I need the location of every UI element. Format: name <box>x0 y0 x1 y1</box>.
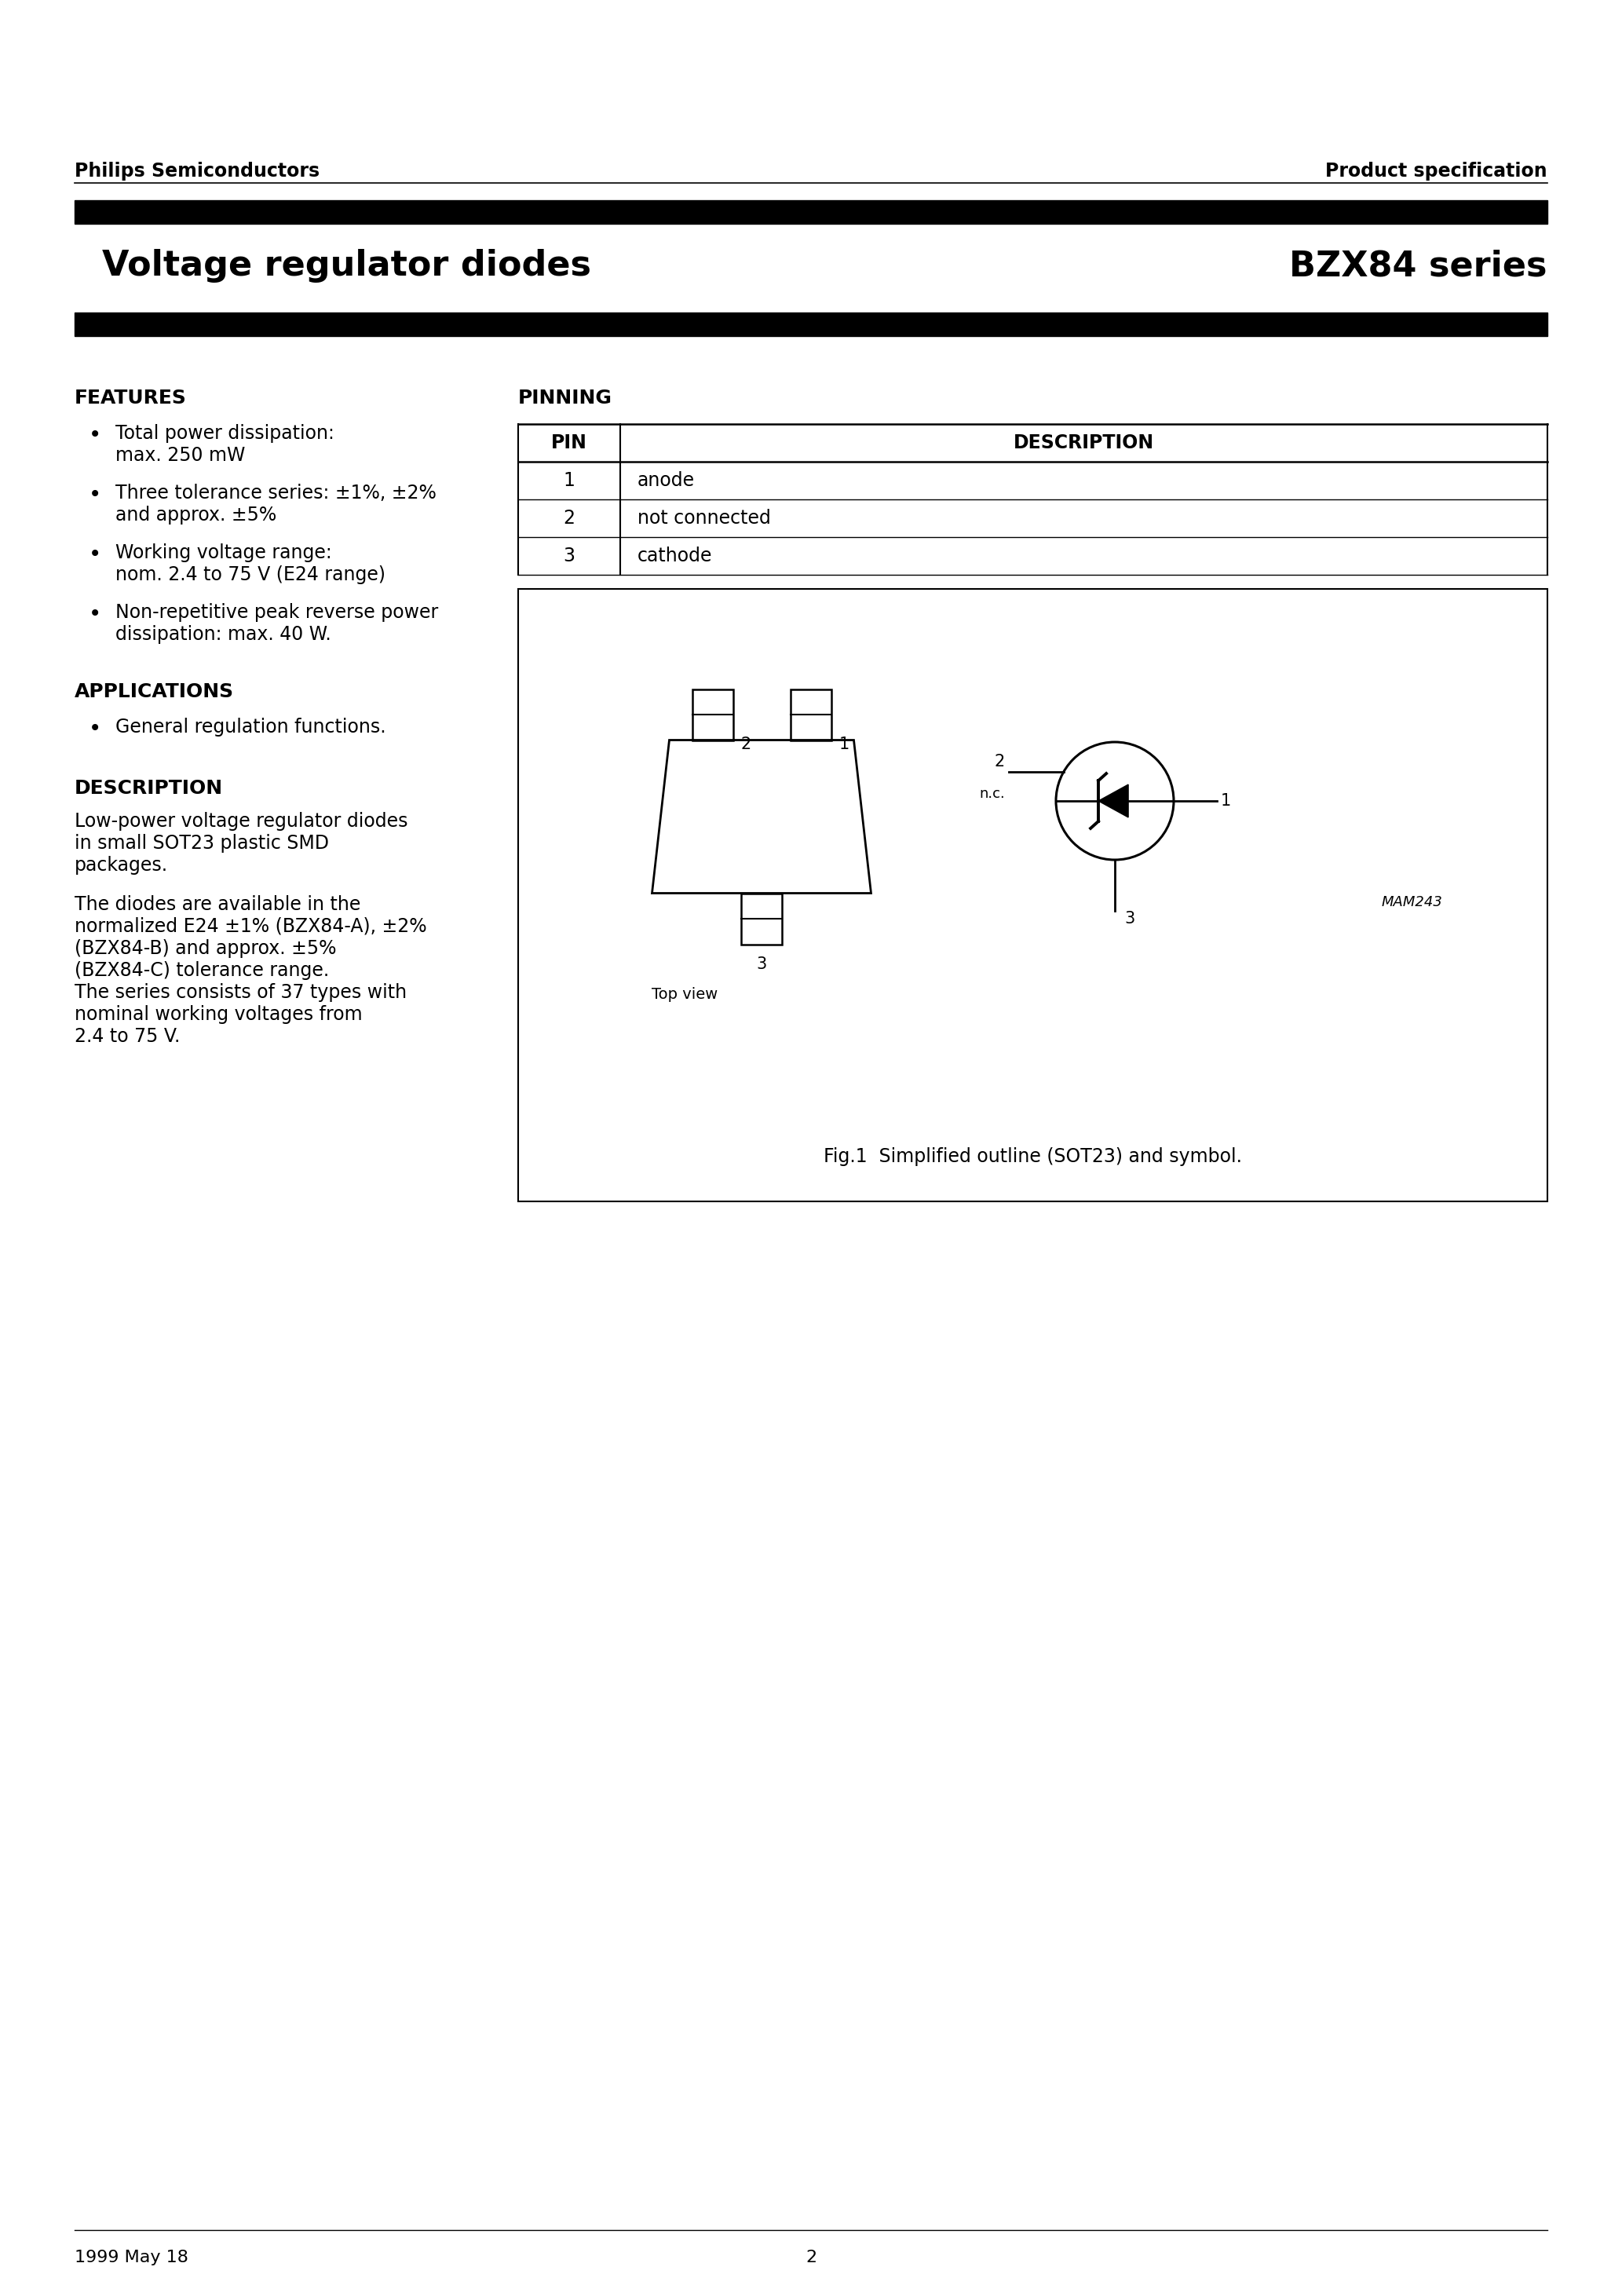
Text: The series consists of 37 types with: The series consists of 37 types with <box>75 983 407 1001</box>
Text: 1999 May 18: 1999 May 18 <box>75 2250 188 2266</box>
Bar <box>790 689 830 739</box>
Text: PINNING: PINNING <box>517 388 613 406</box>
Text: packages.: packages. <box>75 856 169 875</box>
Text: APPLICATIONS: APPLICATIONS <box>75 682 234 700</box>
Text: nom. 2.4 to 75 V (E24 range): nom. 2.4 to 75 V (E24 range) <box>115 565 386 583</box>
Text: and approx. ±5%: and approx. ±5% <box>115 505 276 523</box>
Text: 3: 3 <box>563 546 576 565</box>
Text: 1: 1 <box>1221 792 1231 808</box>
Text: FEATURES: FEATURES <box>75 388 187 406</box>
Text: nominal working voltages from: nominal working voltages from <box>75 1006 362 1024</box>
Text: Fig.1  Simplified outline (SOT23) and symbol.: Fig.1 Simplified outline (SOT23) and sym… <box>824 1148 1242 1166</box>
Text: cathode: cathode <box>637 546 712 565</box>
Text: •: • <box>89 544 102 565</box>
Text: •: • <box>89 604 102 625</box>
Text: not connected: not connected <box>637 510 770 528</box>
Text: Top view: Top view <box>652 987 719 1003</box>
Text: n.c.: n.c. <box>980 788 1006 801</box>
Bar <box>741 893 782 944</box>
Text: Philips Semiconductors: Philips Semiconductors <box>75 161 320 181</box>
Text: MAM243: MAM243 <box>1382 895 1444 909</box>
Bar <box>517 588 1547 1201</box>
Polygon shape <box>1098 785 1129 817</box>
Text: •: • <box>89 484 102 505</box>
Text: 3: 3 <box>1124 912 1135 928</box>
Text: Non-repetitive peak reverse power: Non-repetitive peak reverse power <box>115 604 438 622</box>
Text: 2: 2 <box>806 2250 816 2266</box>
Bar <box>75 312 1547 335</box>
Text: The diodes are available in the: The diodes are available in the <box>75 895 360 914</box>
Text: max. 250 mW: max. 250 mW <box>115 445 245 464</box>
Text: General regulation functions.: General regulation functions. <box>115 719 386 737</box>
Text: dissipation: max. 40 W.: dissipation: max. 40 W. <box>115 625 331 643</box>
Text: 2: 2 <box>741 737 751 751</box>
Text: Product specification: Product specification <box>1325 161 1547 181</box>
Text: Low-power voltage regulator diodes: Low-power voltage regulator diodes <box>75 813 407 831</box>
Bar <box>75 200 1547 223</box>
Text: Voltage regulator diodes: Voltage regulator diodes <box>102 248 590 282</box>
Text: 2.4 to 75 V.: 2.4 to 75 V. <box>75 1026 180 1047</box>
Text: DESCRIPTION: DESCRIPTION <box>75 778 224 797</box>
Text: 1: 1 <box>563 471 576 489</box>
Text: 3: 3 <box>756 955 767 971</box>
Text: •: • <box>89 719 102 739</box>
Text: anode: anode <box>637 471 694 489</box>
Text: Three tolerance series: ±1%, ±2%: Three tolerance series: ±1%, ±2% <box>115 484 436 503</box>
Text: •: • <box>89 425 102 445</box>
Text: Total power dissipation:: Total power dissipation: <box>115 425 334 443</box>
Bar <box>693 689 733 739</box>
Text: BZX84 series: BZX84 series <box>1289 248 1547 282</box>
Text: in small SOT23 plastic SMD: in small SOT23 plastic SMD <box>75 833 329 852</box>
Text: normalized E24 ±1% (BZX84-A), ±2%: normalized E24 ±1% (BZX84-A), ±2% <box>75 916 427 937</box>
Text: (BZX84-B) and approx. ±5%: (BZX84-B) and approx. ±5% <box>75 939 336 957</box>
Text: 1: 1 <box>839 737 850 751</box>
Text: 2: 2 <box>563 510 576 528</box>
Text: DESCRIPTION: DESCRIPTION <box>1014 434 1155 452</box>
Text: (BZX84-C) tolerance range.: (BZX84-C) tolerance range. <box>75 962 329 980</box>
Text: Working voltage range:: Working voltage range: <box>115 544 333 563</box>
Text: PIN: PIN <box>551 434 587 452</box>
Text: 2: 2 <box>994 753 1006 769</box>
